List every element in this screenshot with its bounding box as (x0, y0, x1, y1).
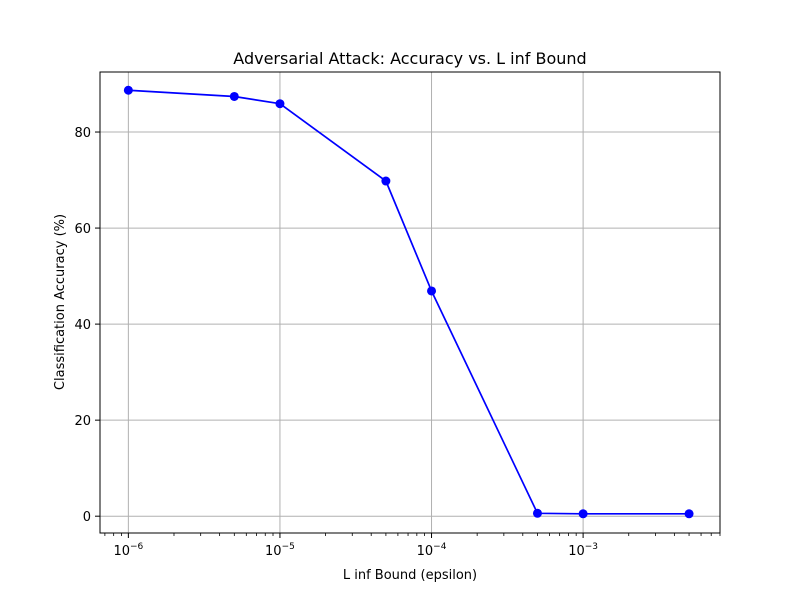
data-point (532, 508, 542, 518)
data-point (229, 91, 239, 101)
x-axis-label: L inf Bound (epsilon) (343, 568, 477, 583)
data-point (275, 99, 285, 109)
x-tick-label: 10−5 (265, 542, 295, 559)
series-layer (123, 85, 694, 519)
data-point (427, 286, 437, 296)
grid (100, 72, 720, 533)
y-tick-label: 80 (74, 126, 91, 141)
y-tick-label: 0 (83, 510, 91, 525)
y-axis-label: Classification Accuracy (%) (53, 214, 68, 390)
series-line (128, 89, 690, 515)
data-point (381, 176, 391, 186)
y-tick-label: 60 (74, 222, 91, 237)
data-point (684, 509, 694, 519)
x-tick-label: 10−6 (113, 542, 143, 559)
chart-title: Adversarial Attack: Accuracy vs. L inf B… (233, 49, 586, 68)
plot-frame (99, 71, 721, 534)
data-point (123, 85, 133, 95)
x-tick-label: 10−3 (568, 542, 598, 559)
x-tick-label: 10−4 (417, 542, 447, 559)
y-tick-label: 40 (74, 318, 91, 333)
y-tick-label: 20 (74, 414, 91, 429)
ticks: 10−6 10−5 10−4 10−3 0 20 40 60 80 (74, 126, 721, 559)
data-point (578, 509, 588, 519)
